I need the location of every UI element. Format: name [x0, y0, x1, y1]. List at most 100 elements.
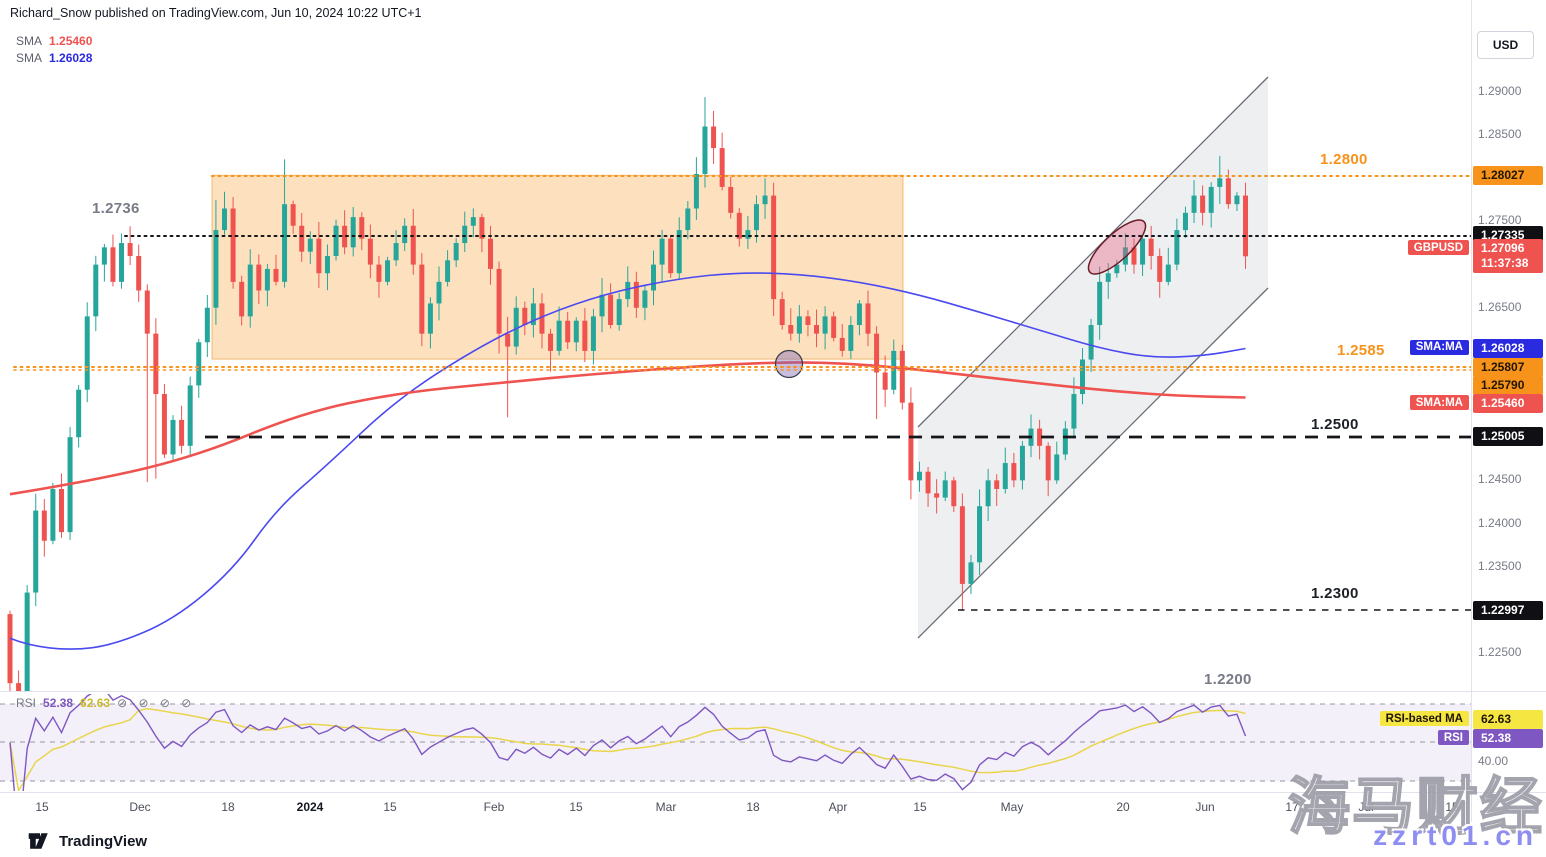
candle-body: [608, 294, 614, 326]
candle-body: [616, 299, 622, 326]
level-label-1.2585: 1.2585: [1337, 342, 1385, 359]
candle-body: [942, 480, 948, 498]
candle-body: [573, 320, 579, 343]
candle-body: [985, 480, 991, 507]
attribution-header: Richard_Snow published on TradingView.co…: [10, 6, 422, 20]
candle-body: [462, 225, 468, 244]
candle-body: [1208, 186, 1214, 213]
candle-body: [76, 389, 82, 438]
candle-body: [916, 471, 922, 481]
candle-body: [1062, 428, 1068, 455]
candle-body: [204, 307, 210, 343]
candle-body: [659, 238, 665, 265]
level-label-1.2800: 1.2800: [1320, 151, 1368, 168]
candle-body: [127, 243, 133, 256]
pane-divider-main-rsi[interactable]: [0, 691, 1546, 692]
level-label-1.2500: 1.2500: [1311, 416, 1359, 433]
rsi-line[interactable]: [9, 689, 1247, 839]
candle-body: [899, 350, 905, 403]
watermark-cjk-text: 海马财经: [1287, 772, 1544, 843]
candle-body: [24, 592, 30, 691]
candle-body: [548, 333, 554, 351]
candle-body: [93, 264, 99, 317]
rsi-hidden-controls-icons[interactable]: ⊘ ⊘ ⊘ ⊘: [117, 696, 196, 710]
candle-body: [436, 281, 442, 304]
price-tick-1.22500: 1.22500: [1478, 644, 1522, 659]
candle-body: [728, 186, 734, 213]
time-tick-15: 15: [569, 800, 583, 814]
tradingview-logo[interactable]: TradingView: [28, 831, 147, 851]
candle-body: [247, 264, 253, 317]
candle-body: [1071, 394, 1077, 429]
candle-body: [590, 316, 596, 351]
rsi-based-ma-line[interactable]: [9, 707, 1246, 791]
watermark-url-text: zzrt01.cn: [1373, 820, 1538, 851]
candle-body: [539, 303, 545, 334]
candle-body: [668, 238, 674, 274]
candle-body: [831, 316, 837, 338]
candle-body: [1011, 463, 1017, 481]
candle-body: [136, 255, 142, 291]
channel-trendline-2[interactable]: [917, 76, 1269, 428]
candle-body: [385, 260, 391, 282]
candle-body: [16, 683, 22, 691]
rsi-tick-40: 40.00: [1478, 754, 1509, 768]
usd-currency-button[interactable]: USD: [1477, 31, 1534, 59]
rsi-value: 52.38: [43, 696, 74, 710]
price-axis-border: [1471, 0, 1472, 822]
ellipse-annotation[interactable]: [1081, 212, 1153, 281]
candle-body: [41, 510, 47, 541]
candle-body: [299, 225, 305, 252]
candle-body: [33, 510, 39, 593]
candle-body: [599, 294, 605, 317]
candle-body: [290, 204, 296, 226]
candle-body: [1080, 359, 1085, 395]
candle-body: [1114, 264, 1120, 274]
sma-legend-row-1[interactable]: SMA 1.25460: [16, 34, 92, 48]
price-tick-1.27500: 1.27500: [1478, 213, 1522, 228]
sma2-label: SMA: [16, 51, 43, 65]
main-pane[interactable]: [7, 76, 1269, 707]
axis-price-tag-1.25460: 1.25460: [1473, 394, 1543, 413]
level-label-1.2736: 1.2736: [92, 200, 140, 217]
time-tick-Dec: Dec: [129, 800, 151, 814]
sma-slow-line-blue[interactable]: [9, 272, 1246, 650]
candle-body: [882, 372, 888, 390]
candle-body: [505, 333, 511, 347]
time-tick-15: 15: [35, 800, 49, 814]
candle-body: [402, 225, 408, 244]
candle-body: [1105, 273, 1111, 282]
candle-body: [170, 419, 176, 455]
candle-body: [685, 208, 691, 231]
candle-body: [496, 268, 502, 334]
candle-body: [1019, 445, 1025, 481]
sma-legend-row-2[interactable]: SMA 1.26028: [16, 51, 92, 65]
candle-body: [676, 230, 682, 274]
circle-annotation[interactable]: [774, 349, 804, 379]
candle-body: [874, 333, 880, 373]
candle-body: [848, 325, 854, 351]
time-tick-20: 20: [1116, 800, 1130, 814]
time-tick-Jun: Jun: [1195, 800, 1215, 814]
candle-body: [908, 402, 914, 481]
candle-body: [642, 290, 648, 308]
candle-body: [1002, 463, 1008, 489]
rsi-pane[interactable]: [9, 689, 1247, 839]
rsi-legend[interactable]: RSI 52.38 62.63 ⊘ ⊘ ⊘ ⊘: [16, 696, 195, 710]
axis-price-tag-1.28027: 1.28027: [1473, 166, 1543, 186]
candle-body: [58, 488, 64, 533]
axis-tag-time: 11:37:38: [1481, 256, 1529, 271]
candle-body: [101, 247, 107, 265]
candle-body: [977, 506, 983, 563]
candle-body: [951, 480, 957, 507]
channel-trendline-1[interactable]: [917, 287, 1269, 639]
price-tick-1.28500: 1.28500: [1478, 127, 1522, 142]
candle-body: [50, 488, 56, 541]
candle-body: [839, 337, 845, 351]
candle-body: [796, 316, 802, 334]
candle-body: [144, 290, 150, 334]
sma-fast-line-red[interactable]: [9, 361, 1246, 496]
time-tick-15: 15: [913, 800, 927, 814]
candle-body: [856, 303, 862, 326]
